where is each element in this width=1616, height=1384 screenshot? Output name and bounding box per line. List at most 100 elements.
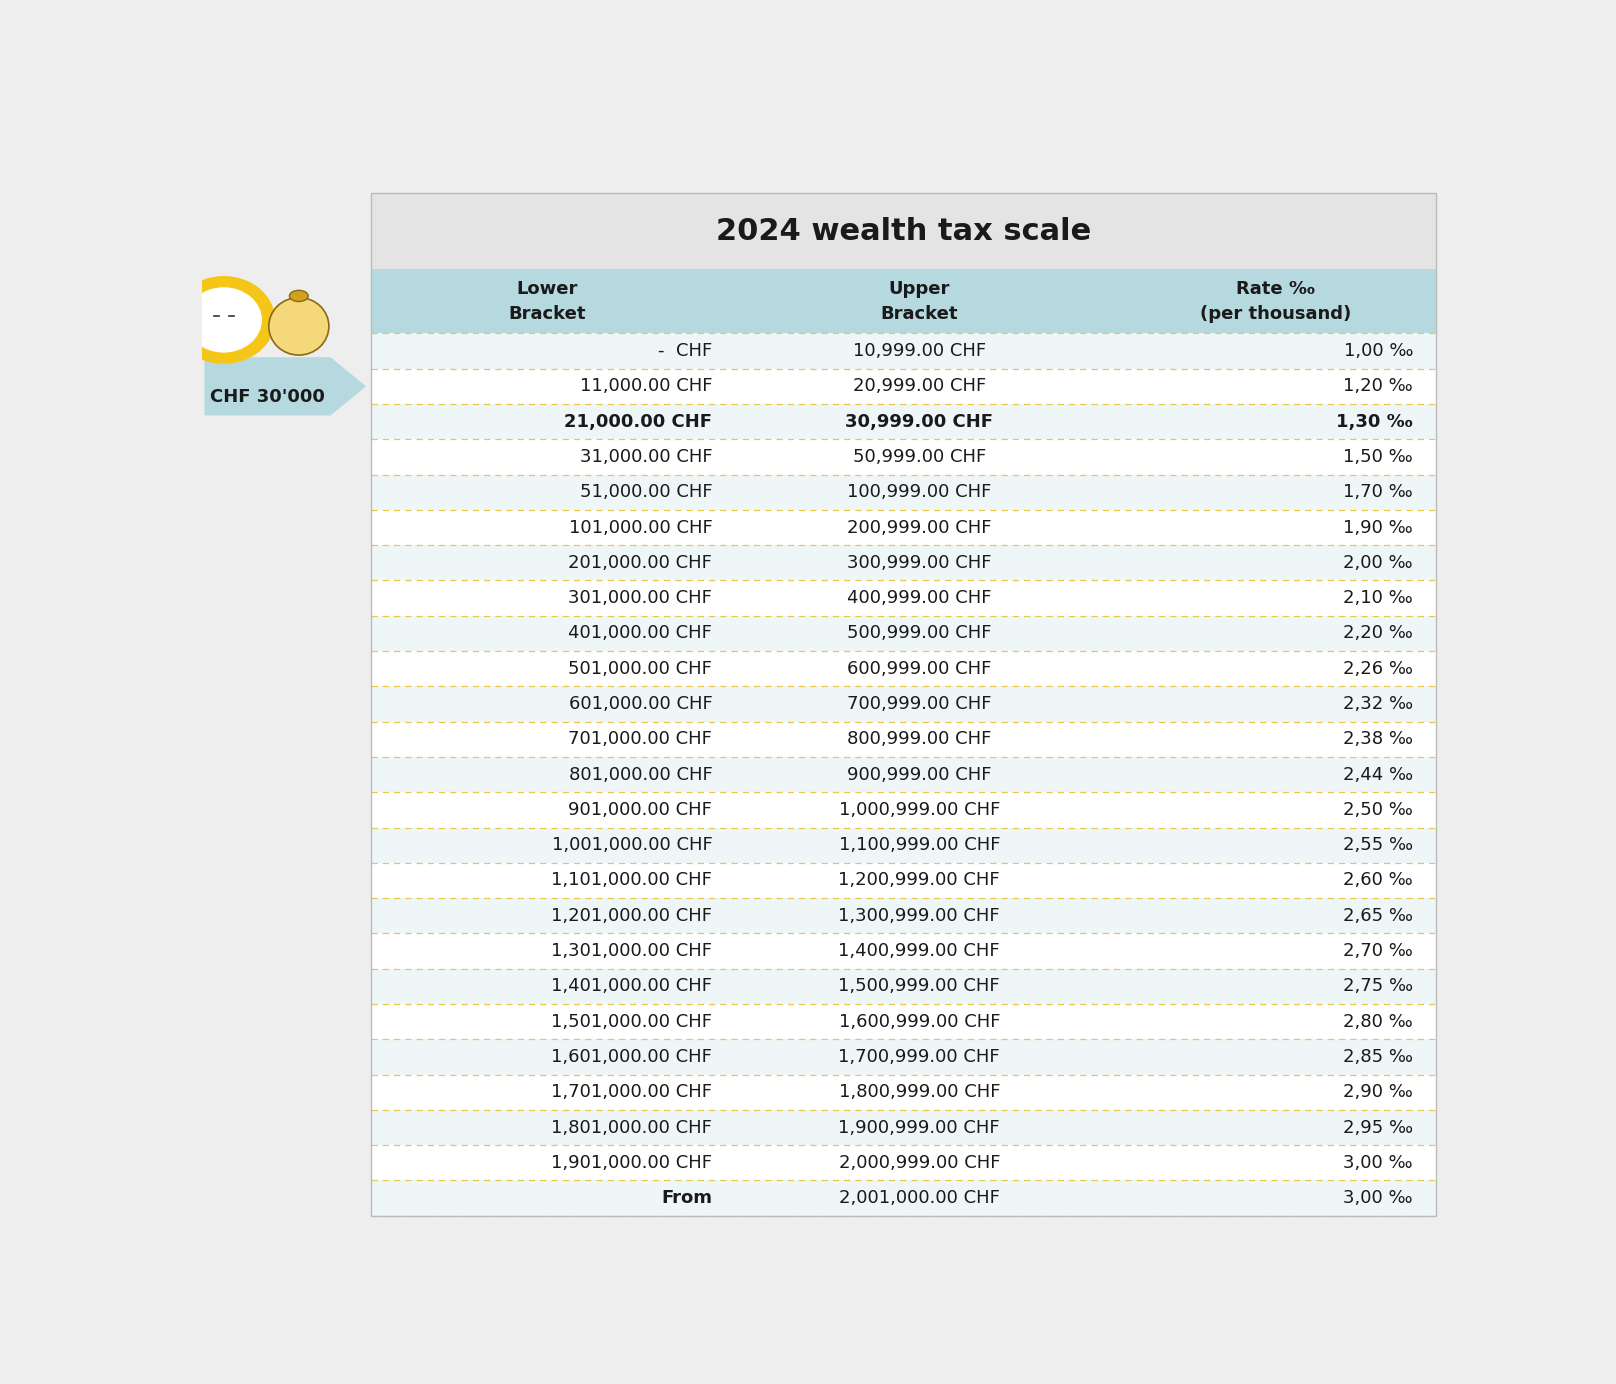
Circle shape [186,288,262,352]
Text: 1,200,999.00 CHF: 1,200,999.00 CHF [839,872,1000,890]
Text: 30,999.00 CHF: 30,999.00 CHF [845,412,994,430]
Text: 1,801,000.00 CHF: 1,801,000.00 CHF [551,1118,713,1136]
Text: 1,301,000.00 CHF: 1,301,000.00 CHF [551,943,713,960]
Text: 1,201,000.00 CHF: 1,201,000.00 CHF [551,907,713,925]
Text: 50,999.00 CHF: 50,999.00 CHF [853,448,986,466]
FancyBboxPatch shape [372,933,1435,969]
Text: 1,000,999.00 CHF: 1,000,999.00 CHF [839,801,1000,819]
FancyBboxPatch shape [372,969,1435,1003]
Text: 2,75 ‰: 2,75 ‰ [1343,977,1412,995]
Text: CHF 30'000: CHF 30'000 [210,388,325,406]
Text: 1,900,999.00 CHF: 1,900,999.00 CHF [839,1118,1000,1136]
Text: 2,65 ‰: 2,65 ‰ [1343,907,1412,925]
Text: 1,700,999.00 CHF: 1,700,999.00 CHF [839,1048,1000,1066]
FancyBboxPatch shape [372,616,1435,650]
Text: 1,101,000.00 CHF: 1,101,000.00 CHF [551,872,713,890]
Text: 2024 wealth tax scale: 2024 wealth tax scale [716,216,1091,245]
Text: 1,00 ‰: 1,00 ‰ [1343,342,1412,360]
FancyBboxPatch shape [372,828,1435,862]
Text: 500,999.00 CHF: 500,999.00 CHF [847,624,992,642]
Text: -  CHF: - CHF [658,342,713,360]
Text: Lower
Bracket: Lower Bracket [507,280,585,322]
Text: 20,999.00 CHF: 20,999.00 CHF [853,378,986,396]
Text: 801,000.00 CHF: 801,000.00 CHF [569,765,713,783]
Text: 2,90 ‰: 2,90 ‰ [1343,1084,1412,1102]
FancyBboxPatch shape [372,721,1435,757]
Text: 10,999.00 CHF: 10,999.00 CHF [853,342,986,360]
Text: 2,60 ‰: 2,60 ‰ [1343,872,1412,890]
Text: 700,999.00 CHF: 700,999.00 CHF [847,695,992,713]
Text: 1,500,999.00 CHF: 1,500,999.00 CHF [839,977,1000,995]
FancyBboxPatch shape [372,509,1435,545]
Text: 1,601,000.00 CHF: 1,601,000.00 CHF [551,1048,713,1066]
Text: 200,999.00 CHF: 200,999.00 CHF [847,519,992,537]
Text: 900,999.00 CHF: 900,999.00 CHF [847,765,992,783]
Text: 100,999.00 CHF: 100,999.00 CHF [847,483,992,501]
Text: 601,000.00 CHF: 601,000.00 CHF [569,695,713,713]
FancyBboxPatch shape [372,334,1435,368]
Text: 301,000.00 CHF: 301,000.00 CHF [569,590,713,608]
Text: 101,000.00 CHF: 101,000.00 CHF [569,519,713,537]
Text: 2,00 ‰: 2,00 ‰ [1343,554,1412,572]
Text: 1,800,999.00 CHF: 1,800,999.00 CHF [839,1084,1000,1102]
FancyBboxPatch shape [372,368,1435,404]
FancyBboxPatch shape [372,650,1435,686]
Text: 1,901,000.00 CHF: 1,901,000.00 CHF [551,1154,713,1172]
Text: 2,70 ‰: 2,70 ‰ [1343,943,1412,960]
Text: 11,000.00 CHF: 11,000.00 CHF [580,378,713,396]
Text: 300,999.00 CHF: 300,999.00 CHF [847,554,992,572]
FancyBboxPatch shape [372,475,1435,509]
Text: 901,000.00 CHF: 901,000.00 CHF [569,801,713,819]
Text: 1,501,000.00 CHF: 1,501,000.00 CHF [551,1013,713,1031]
Text: 2,85 ‰: 2,85 ‰ [1343,1048,1412,1066]
Text: 1,001,000.00 CHF: 1,001,000.00 CHF [551,836,713,854]
Text: 1,20 ‰: 1,20 ‰ [1343,378,1412,396]
FancyBboxPatch shape [372,757,1435,792]
Ellipse shape [289,291,309,302]
Circle shape [173,277,275,363]
Text: 51,000.00 CHF: 51,000.00 CHF [580,483,713,501]
Text: 31,000.00 CHF: 31,000.00 CHF [580,448,713,466]
Text: 2,80 ‰: 2,80 ‰ [1343,1013,1412,1031]
FancyBboxPatch shape [372,192,1435,270]
Text: 1,50 ‰: 1,50 ‰ [1343,448,1412,466]
Text: 1,401,000.00 CHF: 1,401,000.00 CHF [551,977,713,995]
Text: From: From [661,1189,713,1207]
FancyBboxPatch shape [372,1181,1435,1215]
Text: 701,000.00 CHF: 701,000.00 CHF [569,731,713,749]
Text: 2,55 ‰: 2,55 ‰ [1343,836,1412,854]
Text: Rate ‰
(per thousand): Rate ‰ (per thousand) [1201,280,1351,322]
Text: 21,000.00 CHF: 21,000.00 CHF [564,412,713,430]
Text: 2,44 ‰: 2,44 ‰ [1343,765,1412,783]
Text: 1,400,999.00 CHF: 1,400,999.00 CHF [839,943,1000,960]
FancyBboxPatch shape [372,580,1435,616]
FancyBboxPatch shape [372,1145,1435,1181]
FancyBboxPatch shape [372,792,1435,828]
Text: 2,10 ‰: 2,10 ‰ [1343,590,1412,608]
FancyBboxPatch shape [372,545,1435,580]
FancyBboxPatch shape [372,1003,1435,1039]
Text: 800,999.00 CHF: 800,999.00 CHF [847,731,992,749]
Text: 1,90 ‰: 1,90 ‰ [1343,519,1412,537]
Text: 1,600,999.00 CHF: 1,600,999.00 CHF [839,1013,1000,1031]
Text: 2,38 ‰: 2,38 ‰ [1343,731,1412,749]
Text: 2,001,000.00 CHF: 2,001,000.00 CHF [839,1189,1000,1207]
FancyBboxPatch shape [372,270,1435,334]
Text: 501,000.00 CHF: 501,000.00 CHF [569,660,713,678]
FancyBboxPatch shape [372,1039,1435,1074]
Ellipse shape [268,298,330,356]
Text: 1,30 ‰: 1,30 ‰ [1336,412,1412,430]
Text: 1,300,999.00 CHF: 1,300,999.00 CHF [839,907,1000,925]
Polygon shape [205,357,367,415]
Text: 2,000,999.00 CHF: 2,000,999.00 CHF [839,1154,1000,1172]
Text: 2,32 ‰: 2,32 ‰ [1343,695,1412,713]
Text: 3,00 ‰: 3,00 ‰ [1343,1154,1412,1172]
Text: 2,26 ‰: 2,26 ‰ [1343,660,1412,678]
FancyBboxPatch shape [372,898,1435,933]
Text: 2,20 ‰: 2,20 ‰ [1343,624,1412,642]
Text: 1,701,000.00 CHF: 1,701,000.00 CHF [551,1084,713,1102]
Text: 400,999.00 CHF: 400,999.00 CHF [847,590,992,608]
Text: 2,50 ‰: 2,50 ‰ [1343,801,1412,819]
Text: Upper
Bracket: Upper Bracket [881,280,958,322]
FancyBboxPatch shape [372,439,1435,475]
